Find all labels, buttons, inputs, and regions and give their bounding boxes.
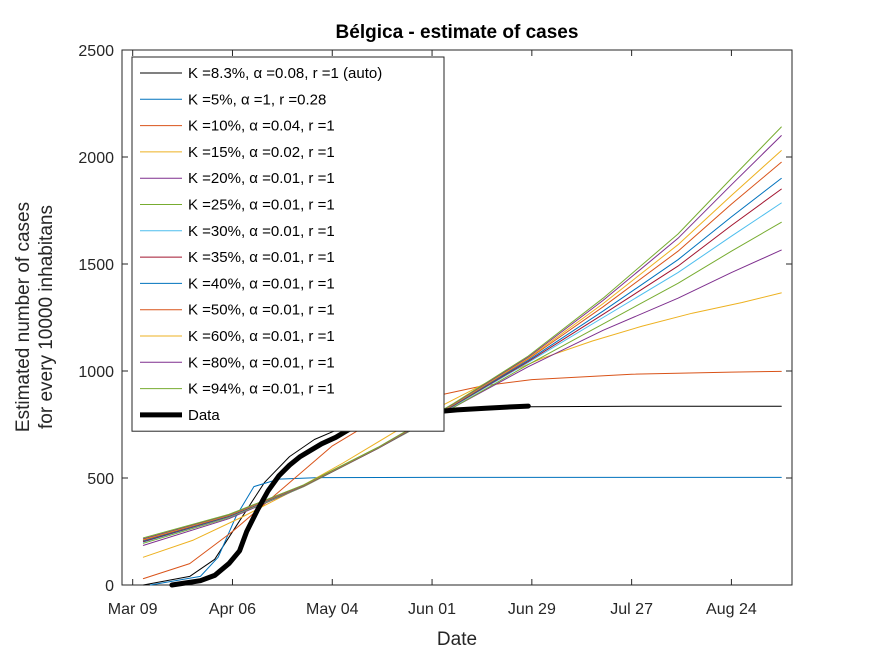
legend-label: K =80%, α =0.01, r =1 <box>188 354 335 371</box>
series-lines <box>142 126 782 588</box>
legend-label: K =94%, α =0.01, r =1 <box>188 381 335 398</box>
x-tick-label: May 04 <box>306 601 359 618</box>
x-tick-label: Aug 24 <box>706 601 757 618</box>
series-line-4 <box>142 249 782 546</box>
y-tick-label: 0 <box>105 578 114 595</box>
legend-box <box>131 56 445 432</box>
x-tick-label: Mar 09 <box>108 601 158 618</box>
y-axis-label-line-1: Estimated number of cases <box>13 202 34 432</box>
legend: K =8.3%, α =0.08, r =1 (auto) K =5%, α =1… <box>131 56 445 432</box>
y-axis-label: Estimated number of cases for every 1000… <box>13 202 57 432</box>
x-axis-label: Date <box>437 629 477 650</box>
series-line-12 <box>142 126 782 539</box>
legend-label: K =30%, α =0.01, r =1 <box>188 223 335 240</box>
y-tick-label: 1000 <box>78 364 114 381</box>
y-tick-label: 2500 <box>78 43 114 60</box>
legend-label: K =20%, α =0.01, r =1 <box>188 170 335 187</box>
legend-label: K =15%, α =0.02, r =1 <box>188 144 335 161</box>
y-tick-label: 2000 <box>78 150 114 167</box>
legend-label: Data <box>188 407 220 424</box>
series-line-3 <box>142 292 782 558</box>
x-tick-label: Jun 01 <box>408 601 456 618</box>
series-line-1 <box>150 476 782 586</box>
legend-label: K =10%, α =0.04, r =1 <box>188 118 335 135</box>
legend-label: K =8.3%, α =0.08, r =1 (auto) <box>188 65 382 82</box>
legend-label: K =5%, α =1, r =0.28 <box>188 91 326 108</box>
legend-label: K =35%, α =0.01, r =1 <box>188 249 335 266</box>
y-tick-label: 500 <box>87 471 114 488</box>
legend-label: K =25%, α =0.01, r =1 <box>188 197 335 214</box>
legend-label: K =60%, α =0.01, r =1 <box>188 328 335 345</box>
y-tick-label: 1500 <box>78 257 114 274</box>
x-tick-label: Apr 06 <box>209 601 256 618</box>
y-axis-label-line-2: for every 10000 inhabitans <box>36 205 57 429</box>
legend-label: K =40%, α =0.01, r =1 <box>188 275 335 292</box>
x-tick-label: Jun 29 <box>508 601 556 618</box>
legend-label: K =50%, α =0.01, r =1 <box>188 302 335 319</box>
x-tick-label: Jul 27 <box>610 601 653 618</box>
axis-ticks: Mar 09 Apr 06 May 04 Jun 01 Jun 29 Jul 27 Aug … <box>78 43 792 618</box>
series-line-5 <box>142 221 782 544</box>
chart-title: Bélgica - estimate of cases <box>336 22 579 43</box>
